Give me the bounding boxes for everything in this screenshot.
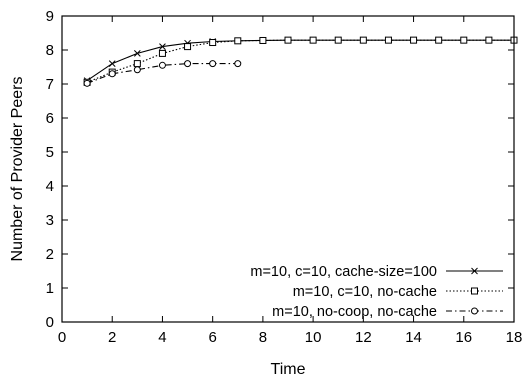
- data-point: [209, 39, 217, 47]
- data-point: [471, 267, 478, 275]
- y-tick-label: 3: [46, 212, 54, 229]
- y-axis-label: Number of Provider Peers: [9, 77, 26, 262]
- x-tick-label: 18: [506, 329, 523, 346]
- y-tick-label: 4: [46, 178, 54, 195]
- series-1: [83, 36, 518, 84]
- legend-entry-label: m=10, no-coop, no-cache: [272, 304, 437, 320]
- data-point: [108, 70, 116, 78]
- x-axis-ticks: 0 2 4 6 8 10 12 14 16 18: [58, 16, 523, 346]
- y-tick-label: 1: [46, 280, 54, 297]
- y-tick-label: 7: [46, 76, 54, 93]
- y-tick-label: 8: [46, 42, 54, 59]
- data-point: [234, 37, 242, 45]
- data-point: [460, 36, 468, 44]
- y-tick-label: 6: [46, 110, 54, 127]
- y-tick-label: 5: [46, 144, 54, 161]
- y-tick-label: 2: [46, 246, 54, 263]
- x-tick-label: 8: [259, 329, 267, 346]
- x-tick-label: 4: [158, 329, 166, 346]
- data-point: [309, 36, 317, 44]
- x-tick-label: 16: [455, 329, 472, 346]
- data-point: [384, 36, 392, 44]
- data-point: [234, 60, 242, 68]
- data-point: [133, 66, 141, 74]
- x-tick-label: 14: [405, 329, 422, 346]
- series-line: [86, 39, 514, 83]
- x-tick-label: 12: [355, 329, 372, 346]
- series-layer: [83, 36, 518, 87]
- x-tick-label: 6: [208, 329, 216, 346]
- data-point: [209, 60, 217, 68]
- data-point: [108, 60, 116, 67]
- data-point: [471, 287, 478, 295]
- y-axis-ticks: 0 1 2 3 4 5 6 7 8 9: [46, 8, 514, 331]
- series-line: [86, 39, 514, 82]
- legend-entry-label: m=10, c=10, cache-size=100: [250, 264, 437, 280]
- data-point: [410, 36, 418, 44]
- x-axis-label: Time: [271, 361, 306, 378]
- y-tick-label: 0: [46, 314, 54, 331]
- data-point: [158, 49, 166, 57]
- data-point: [83, 79, 91, 87]
- plot-frame: [61, 15, 515, 323]
- data-point: [334, 36, 342, 44]
- x-tick-label: 0: [58, 329, 66, 346]
- data-point: [359, 36, 367, 44]
- data-point: [471, 307, 478, 315]
- legend-entry-label: m=10, c=10, no-cache: [293, 284, 437, 300]
- data-point: [184, 60, 192, 68]
- data-point: [184, 43, 192, 51]
- series-2: [83, 36, 518, 86]
- y-tick-label: 9: [46, 8, 54, 25]
- legend: m=10, c=10, cache-size=100 m=10, c=10, no…: [250, 264, 503, 320]
- x-tick-label: 10: [305, 329, 322, 346]
- data-point: [259, 36, 267, 44]
- data-point: [133, 50, 141, 57]
- data-point: [159, 43, 166, 50]
- data-point: [485, 36, 493, 44]
- data-point: [435, 36, 443, 44]
- data-point: [133, 60, 141, 68]
- series-3: [83, 60, 242, 87]
- x-tick-label: 2: [108, 329, 116, 346]
- data-point: [284, 36, 292, 44]
- data-point: [158, 61, 166, 69]
